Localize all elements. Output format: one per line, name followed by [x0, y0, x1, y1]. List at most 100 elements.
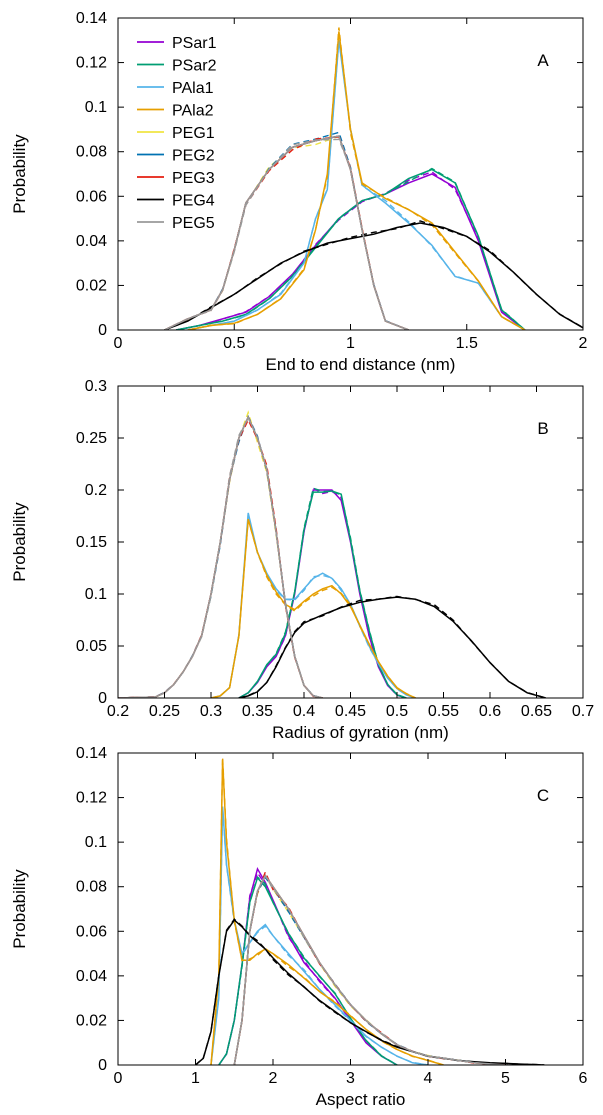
x-tick-label: 0 [114, 1070, 123, 1087]
series-line-peg2 [118, 415, 323, 698]
x-tick-label: 0.7 [572, 703, 594, 720]
legend-label-psar2: PSar2 [172, 58, 217, 75]
x-tick-label: 0.4 [293, 703, 315, 720]
x-axis-label: Radius of gyration (nm) [272, 723, 449, 742]
x-tick-label: 0.5 [386, 703, 408, 720]
y-tick-label: 0 [98, 690, 107, 707]
series-line-dashed-peg2 [118, 414, 323, 698]
x-axis-label: End to end distance (nm) [266, 355, 456, 374]
y-tick-label: 0 [98, 1057, 107, 1074]
series-line-dashed-peg5 [118, 416, 323, 698]
y-tick-label: 0.14 [76, 745, 107, 762]
x-axis-label: Aspect ratio [316, 1090, 406, 1109]
x-tick-label: 0.3 [200, 703, 222, 720]
x-tick-label: 1 [191, 1070, 200, 1087]
series-line-dashed-peg3 [118, 418, 323, 698]
panel-b: 0.2 0.25 0.3 0.35 0.4 0.45 0.5 0.55 0.6 0.65 0.700… [10, 378, 594, 742]
series-line-dashed-peg4 [164, 220, 583, 330]
y-tick-label: 0.02 [76, 1012, 107, 1029]
y-tick-label: 0.15 [76, 534, 107, 551]
x-tick-label: 2 [579, 335, 588, 352]
series-line-peg1 [118, 415, 323, 698]
series-group [164, 27, 583, 330]
legend-label-peg2: PEG2 [172, 148, 215, 165]
y-tick-label: 0.08 [76, 144, 107, 161]
y-tick-label: 0.1 [85, 99, 107, 116]
x-tick-label: 0.6 [479, 703, 501, 720]
legend: PSar1 PSar2 PAla1 PAla2 PEG1 PEG2 PEG3 PEG4 PEG5 [137, 35, 217, 232]
series-line-dashed-pala2 [210, 756, 444, 1065]
series-line-psar1 [238, 489, 407, 698]
y-tick-label: 0.12 [76, 790, 107, 807]
series-line-dashed-peg3 [233, 870, 506, 1065]
panel-label: A [537, 51, 549, 70]
legend-label-pala2: PAla2 [172, 103, 214, 120]
series-line-peg5 [164, 135, 409, 330]
legend-label-psar1: PSar1 [172, 35, 217, 52]
series-line-psar1 [218, 866, 398, 1065]
series-line-dashed-pala1 [187, 39, 526, 330]
legend-label-peg3: PEG3 [172, 170, 215, 187]
y-tick-label: 0.1 [85, 586, 107, 603]
series-line-dashed-pala1 [210, 807, 429, 1065]
legend-label-peg1: PEG1 [172, 125, 215, 142]
series-line-pala2 [187, 31, 526, 330]
series-line-psar2 [175, 168, 526, 330]
y-axis-label: Probability [10, 134, 29, 214]
series-line-dashed-pala2 [187, 27, 526, 330]
series-line-dashed-psar1 [175, 171, 526, 330]
legend-label-pala1: PAla1 [172, 80, 214, 97]
y-tick-label: 0.02 [76, 277, 107, 294]
series-line-pala2 [210, 518, 416, 698]
y-tick-label: 0.2 [85, 482, 107, 499]
x-tick-label: 0.65 [521, 703, 552, 720]
series-line-dashed-psar1 [218, 871, 398, 1065]
y-tick-label: 0.14 [76, 10, 107, 27]
x-tick-label: 1.5 [456, 335, 478, 352]
series-line-psar1 [175, 173, 526, 330]
series-line-dashed-peg1 [118, 410, 323, 698]
legend-label-peg4: PEG4 [172, 193, 215, 210]
panel-label: B [537, 419, 548, 438]
panel-c: 0 1 2 3 4 5 6 0 0.02 0.04 0.06 0.08 0.1 0.12 0.14 Aspec… [10, 745, 588, 1109]
series-line-dashed-peg3 [164, 136, 409, 330]
y-tick-label: 0.08 [76, 879, 107, 896]
y-tick-label: 0.06 [76, 188, 107, 205]
y-tick-label: 0.12 [76, 55, 107, 72]
series-line-pala1 [210, 806, 429, 1065]
series-group [195, 756, 545, 1065]
y-tick-label: 0.25 [76, 430, 107, 447]
series-line-dashed-psar2 [175, 167, 526, 330]
x-tick-label: 1 [346, 335, 355, 352]
y-tick-label: 0.04 [76, 233, 107, 250]
x-tick-label: 0 [114, 335, 123, 352]
series-line-peg5 [233, 874, 506, 1065]
series-line-pala1 [187, 40, 526, 330]
series-line-peg5 [118, 415, 323, 698]
x-tick-label: 0.35 [242, 703, 273, 720]
x-tick-label: 6 [579, 1070, 588, 1087]
series-line-peg3 [118, 415, 323, 698]
y-tick-label: 0.06 [76, 923, 107, 940]
x-tick-label: 0.5 [223, 335, 245, 352]
x-tick-label: 0.45 [335, 703, 366, 720]
panel-a: 0 0.5 1 1.5 2 0 0.02 0.04 0.06 0.08 0.1 0.12 0.14 End… [10, 10, 588, 374]
y-tick-label: 0.1 [85, 834, 107, 851]
series-line-peg4 [164, 222, 583, 330]
x-tick-label: 3 [346, 1070, 355, 1087]
x-tick-label: 2 [269, 1070, 278, 1087]
x-tick-label: 0.2 [107, 703, 129, 720]
y-tick-label: 0.04 [76, 968, 107, 985]
series-line-peg4 [238, 596, 547, 698]
y-tick-label: 0.3 [85, 378, 107, 395]
y-tick-label: 0.05 [76, 638, 107, 655]
series-line-peg4 [195, 918, 545, 1065]
legend-label-peg5: PEG5 [172, 215, 215, 232]
x-tick-label: 0.25 [149, 703, 180, 720]
x-tick-label: 5 [501, 1070, 510, 1087]
y-axis-label: Probability [10, 502, 29, 582]
x-tick-label: 4 [424, 1070, 433, 1087]
y-tick-label: 0 [98, 322, 107, 339]
series-group [118, 410, 547, 698]
